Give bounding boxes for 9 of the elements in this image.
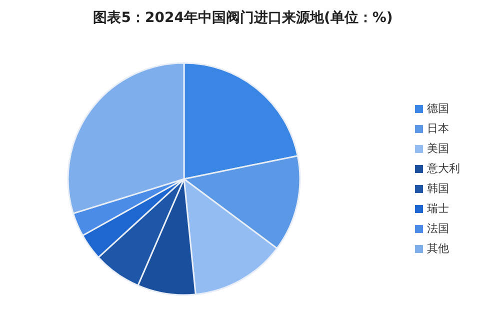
legend-label: 法国 (427, 221, 449, 237)
legend-label: 意大利 (427, 161, 460, 177)
legend-label: 瑞士 (427, 201, 449, 217)
legend-label: 韩国 (427, 181, 449, 197)
legend-label: 日本 (427, 121, 449, 137)
chart-title: 图表5：2024年中国阀门进口来源地(单位：%) (92, 8, 394, 28)
legend-label: 德国 (427, 101, 449, 117)
legend-label: 美国 (427, 141, 449, 157)
legend-label: 其他 (427, 241, 449, 257)
